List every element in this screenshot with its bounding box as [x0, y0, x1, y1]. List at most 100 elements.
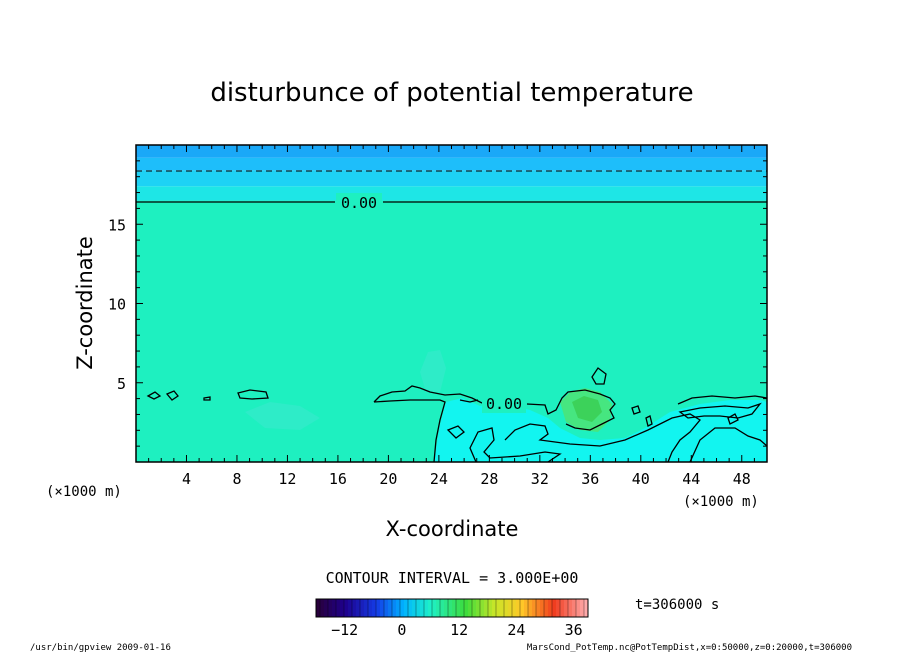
colorbar-cell [496, 599, 501, 617]
contour-closed-4 [237, 389, 269, 400]
colorbar-cell [548, 599, 553, 617]
x-unit-label-right: (×1000 m) [683, 494, 759, 510]
colorbar-cell [356, 599, 361, 617]
contour-right-upper [677, 395, 768, 419]
colorbar-cell [472, 599, 477, 617]
colorbar-cell [576, 599, 581, 617]
colorbar-tick-label: 24 [507, 621, 525, 639]
x-tick-label: 20 [379, 470, 397, 488]
time-label: t=306000 s [635, 597, 719, 613]
colorbar [316, 599, 589, 617]
colorbar-cell [404, 599, 409, 617]
colorbar-cell [468, 599, 473, 617]
y-axis-label: Z-coordinate [73, 236, 97, 370]
x-tick-label: 24 [430, 470, 448, 488]
contour-interval-text: CONTOUR INTERVAL = 3.000E+00 [326, 569, 579, 587]
colorbar-cell [464, 599, 469, 617]
colorbar-cell [516, 599, 521, 617]
colorbar-cell [568, 599, 573, 617]
colorbar-cell [444, 599, 449, 617]
colorbar-cell [488, 599, 493, 617]
colorbar-cell [580, 599, 585, 617]
field-band-4 [136, 145, 767, 158]
footer-right: MarsCond_PotTemp.nc@PotTempDist,x=0:5000… [527, 643, 852, 653]
colorbar-cell [528, 599, 533, 617]
x-tick-label: 48 [733, 470, 751, 488]
colorbar-cell [332, 599, 337, 617]
contour-closed-6 [631, 405, 641, 415]
colorbar-cell [336, 599, 341, 617]
footer-left: /usr/bin/gpview 2009-01-16 [30, 643, 171, 653]
contour-cool-right [504, 413, 768, 463]
contour-closed-9 [446, 425, 465, 439]
colorbar-cell [392, 599, 397, 617]
colorbar-cell [584, 599, 589, 617]
colorbar-cell [428, 599, 433, 617]
contour-closed-3 [203, 396, 211, 401]
colorbar-cell [476, 599, 481, 617]
colorbar-cell [504, 599, 509, 617]
colorbar-cell [376, 599, 381, 617]
contour-closed-5 [591, 367, 607, 385]
y-tick-label: 5 [117, 375, 126, 393]
x-axis-label: X-coordinate [386, 517, 519, 541]
colorbar-cell [388, 599, 393, 617]
x-tick-label: 32 [531, 470, 549, 488]
colorbar-cell [440, 599, 445, 617]
colorbar-cell [452, 599, 457, 617]
colorbar-cell [328, 599, 333, 617]
colorbar-cell [552, 599, 557, 617]
y-tick-label: 15 [108, 216, 126, 234]
colorbar-cell [544, 599, 549, 617]
contour-cool-lobe [459, 399, 562, 463]
colorbar-cell [556, 599, 561, 617]
y-tick-label: 10 [108, 296, 126, 314]
colorbar-cell [508, 599, 513, 617]
x-tick-label: 8 [232, 470, 241, 488]
colorbar-cell [324, 599, 329, 617]
contour-closed-7 [645, 415, 653, 427]
colorbar-cell [372, 599, 377, 617]
chart-title: disturbunce of potential temperature [210, 78, 693, 108]
x-tick-label: 40 [632, 470, 650, 488]
colorbar-cell [560, 599, 565, 617]
colorbar-cell [436, 599, 441, 617]
colorbar-cell [408, 599, 413, 617]
colorbar-cell [536, 599, 541, 617]
colorbar-cell [564, 599, 569, 617]
light-patch-left [245, 402, 320, 430]
colorbar-ticks: −12 0 12 24 36 [331, 621, 583, 639]
x-tick-label: 36 [581, 470, 599, 488]
contour-closed-2 [165, 390, 179, 401]
colorbar-tick-label: 0 [397, 621, 406, 639]
colorbar-cell [512, 599, 517, 617]
colorbar-cell [500, 599, 505, 617]
colorbar-cell [344, 599, 349, 617]
x-tick-label: 44 [682, 470, 700, 488]
contour-main-lower [373, 385, 616, 463]
colorbar-cell [420, 599, 425, 617]
colorbar-cell [340, 599, 345, 617]
contour-label-lower: 0.00 [486, 395, 522, 413]
colorbar-cell [524, 599, 529, 617]
x-tick-label: 12 [278, 470, 296, 488]
colorbar-cell [400, 599, 405, 617]
colorbar-cell [480, 599, 485, 617]
colorbar-cell [432, 599, 437, 617]
colorbar-cell [424, 599, 429, 617]
colorbar-cell [352, 599, 357, 617]
colorbar-cell [484, 599, 489, 617]
field-band-3 [136, 157, 767, 171]
colorbar-cell [368, 599, 373, 617]
warm-anomaly-core [572, 396, 602, 422]
colorbar-tick-label: −12 [331, 621, 358, 639]
colorbar-cell [456, 599, 461, 617]
colorbar-cell [460, 599, 465, 617]
contour-label-upper: 0.00 [341, 194, 377, 212]
colorbar-tick-label: 36 [565, 621, 583, 639]
colorbar-cell [492, 599, 497, 617]
colorbar-cell [348, 599, 353, 617]
colorbar-cell [532, 599, 537, 617]
contour-lines [136, 170, 768, 463]
